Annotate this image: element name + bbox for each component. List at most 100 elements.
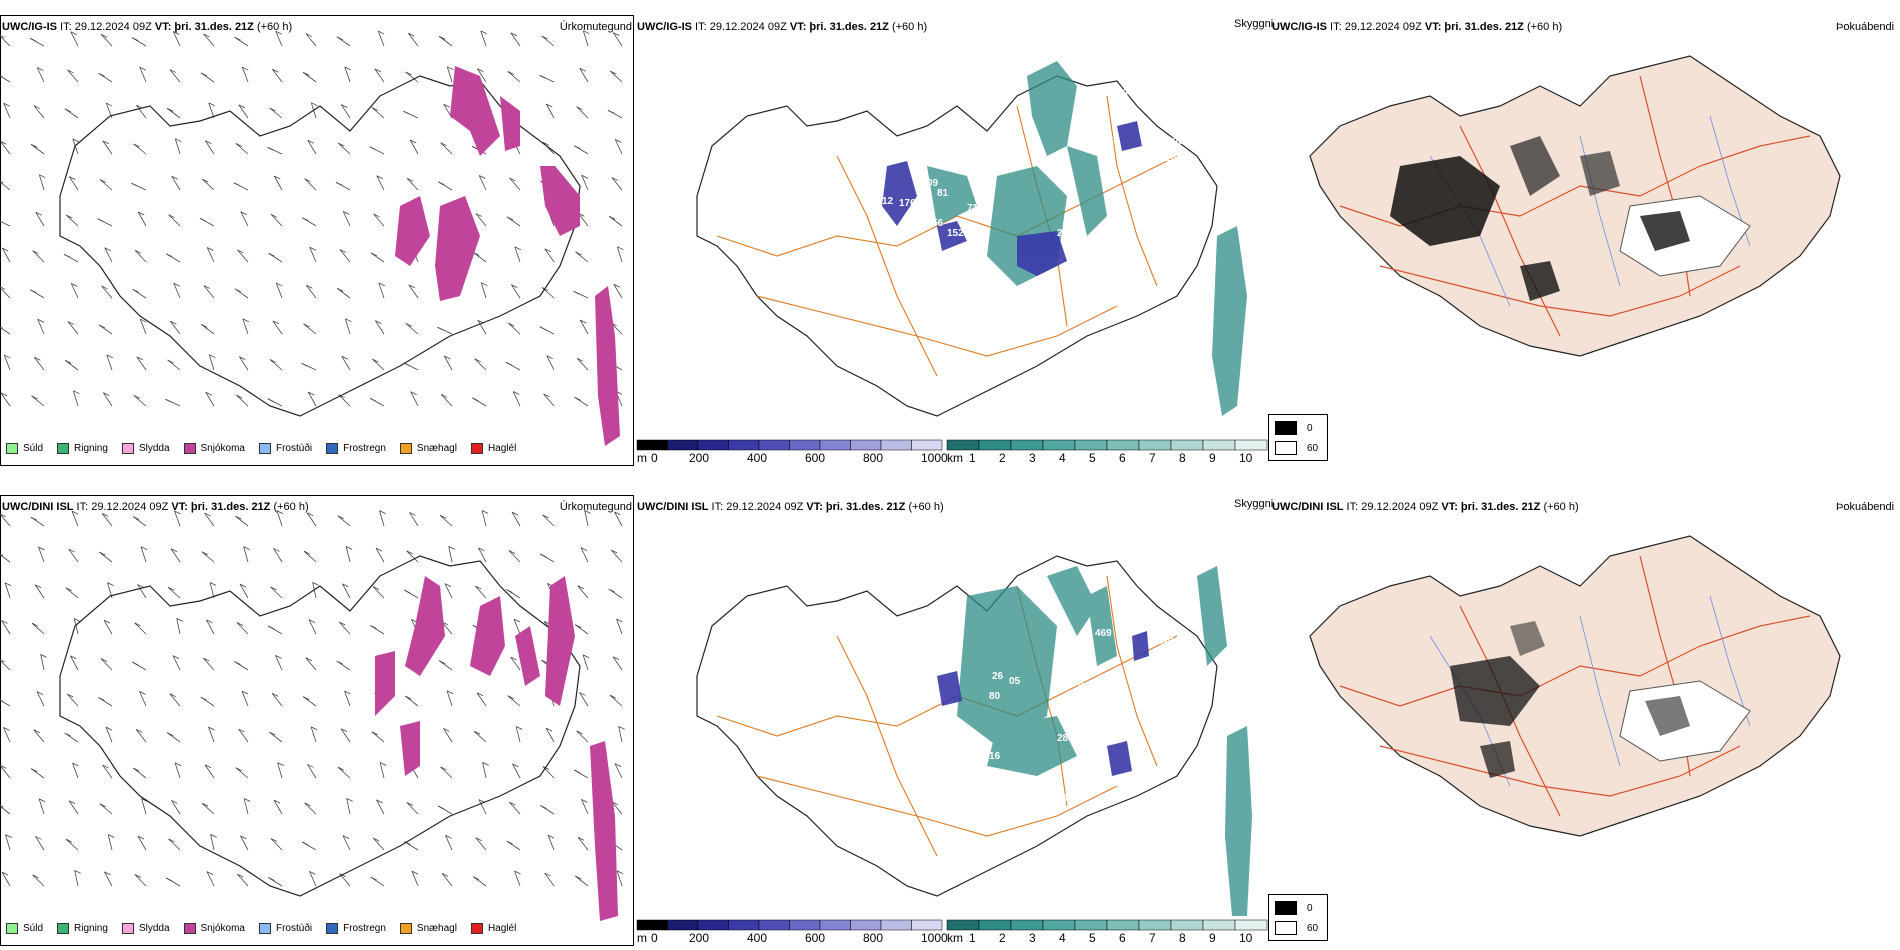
colorbar-segment xyxy=(1138,919,1172,931)
wind-barb-flag xyxy=(441,873,449,877)
ceiling-colorbar: m 0 200 400 600 800 1000 xyxy=(636,919,948,948)
wind-barb-flag xyxy=(304,802,311,807)
wind-barb xyxy=(508,322,521,335)
colorbar-segment xyxy=(1074,439,1108,451)
wind-barb-flag xyxy=(335,181,343,186)
wind-barb xyxy=(169,693,181,707)
wind-barb-flag xyxy=(208,726,215,731)
wind-barb-flag xyxy=(379,762,387,766)
wind-barb-flag xyxy=(341,355,348,360)
wind-barb-flag xyxy=(0,805,4,808)
colorbar-segment xyxy=(1202,919,1236,931)
wind-barb xyxy=(378,282,385,299)
wind-barb-flag xyxy=(97,218,104,223)
panel-header: UWC/DINI ISL IT: 29.12.2024 09Z VT: þri.… xyxy=(637,501,944,514)
wind-barb xyxy=(37,319,45,335)
wind-barb-flag xyxy=(70,31,77,36)
wind-barb-flag xyxy=(337,515,344,520)
wind-barb-flag xyxy=(138,211,145,216)
colorbar-segment xyxy=(880,919,912,931)
ceiling-value-label: 87 xyxy=(1157,668,1169,679)
wind-barb xyxy=(342,211,351,227)
fog-value-low: 0 xyxy=(1307,422,1313,434)
wind-barb-flag xyxy=(272,68,279,73)
wind-barb-flag xyxy=(309,246,316,251)
wind-barb xyxy=(541,287,555,299)
wind-barb xyxy=(5,834,11,851)
colorbar-segment xyxy=(697,919,729,931)
wind-barb xyxy=(377,30,385,47)
wind-barb xyxy=(74,870,79,887)
legend-swatch xyxy=(326,923,339,934)
wind-barb-flag xyxy=(167,108,174,112)
wind-barb-flag xyxy=(267,625,275,630)
lead-time: (+60 h) xyxy=(888,21,928,33)
wind-barb-flag xyxy=(440,142,447,147)
lead-time: (+60 h) xyxy=(905,501,944,513)
wind-barb-flag xyxy=(103,392,110,396)
wind-barb-flag xyxy=(168,214,175,219)
wind-barb-flag xyxy=(305,657,312,662)
wind-barb-flag xyxy=(510,656,517,661)
wind-barb xyxy=(139,67,147,83)
colorbar-tick-label: 9 xyxy=(1209,931,1216,945)
wind-barb-flag xyxy=(615,139,622,143)
wind-barb-flag xyxy=(31,395,38,400)
wind-barb xyxy=(208,102,215,119)
wind-barb-flag xyxy=(342,835,350,839)
wind-barb-flag xyxy=(0,659,5,663)
wind-barb-flag xyxy=(38,798,46,803)
init-time: IT: 29.12.2024 09Z xyxy=(1327,21,1425,33)
wind-barb xyxy=(440,394,453,407)
wind-barb xyxy=(546,355,555,371)
wind-barb xyxy=(545,103,555,119)
wind-barb xyxy=(338,394,351,407)
wind-barb xyxy=(166,108,181,119)
wind-barb-flag xyxy=(133,395,141,399)
wind-barb-flag xyxy=(542,514,549,519)
wind-barb-flag xyxy=(268,877,275,881)
ceiling-colorbar: m 0 200 400 600 800 1000 xyxy=(636,439,948,468)
wind-barb-flag xyxy=(0,765,7,769)
wind-barb-flag xyxy=(545,727,553,732)
lead-time: (+60 h) xyxy=(253,21,293,33)
wind-barb xyxy=(346,798,351,815)
wind-barb xyxy=(306,512,317,527)
wind-barb-flag xyxy=(134,249,142,254)
wind-barb-flag xyxy=(33,729,40,734)
wind-barb-flag xyxy=(63,253,71,258)
wind-barb xyxy=(275,655,283,671)
wind-barb-flag xyxy=(99,551,106,556)
iceland-outline xyxy=(696,555,1218,897)
wind-barb-flag xyxy=(513,618,521,623)
wind-barb xyxy=(64,360,79,371)
wind-barb-flag xyxy=(574,624,582,628)
wind-barb xyxy=(273,799,283,815)
wind-barb-flag xyxy=(541,659,548,664)
wind-barb-flag xyxy=(104,247,111,252)
legend-swatch xyxy=(57,443,70,454)
wind-barb xyxy=(133,767,147,779)
wind-barb-flag xyxy=(74,869,81,874)
ceiling-value-label: 11 xyxy=(967,228,978,239)
wind-barb-flag xyxy=(481,282,488,287)
wind-barb xyxy=(438,660,453,671)
wind-barb xyxy=(610,70,623,83)
wind-barb-flag xyxy=(203,657,210,662)
wind-barb xyxy=(208,354,215,371)
wind-barb-flag xyxy=(139,66,146,71)
wind-barb-flag xyxy=(272,320,280,325)
wind-barb xyxy=(478,547,487,563)
wind-barb xyxy=(441,873,453,887)
valid-time: þri. 31.des. 21Z xyxy=(1441,21,1524,33)
wind-barb-flag xyxy=(610,70,617,75)
wind-barb xyxy=(139,318,147,335)
wind-barb-flag xyxy=(312,581,319,586)
wind-barb xyxy=(270,214,283,227)
wind-barb xyxy=(476,68,487,83)
road-network xyxy=(716,95,1178,377)
wind-barb xyxy=(277,762,283,779)
legend-item: Frostregn xyxy=(326,443,386,454)
colorbar-segment xyxy=(911,919,943,931)
wind-barb xyxy=(376,799,385,815)
